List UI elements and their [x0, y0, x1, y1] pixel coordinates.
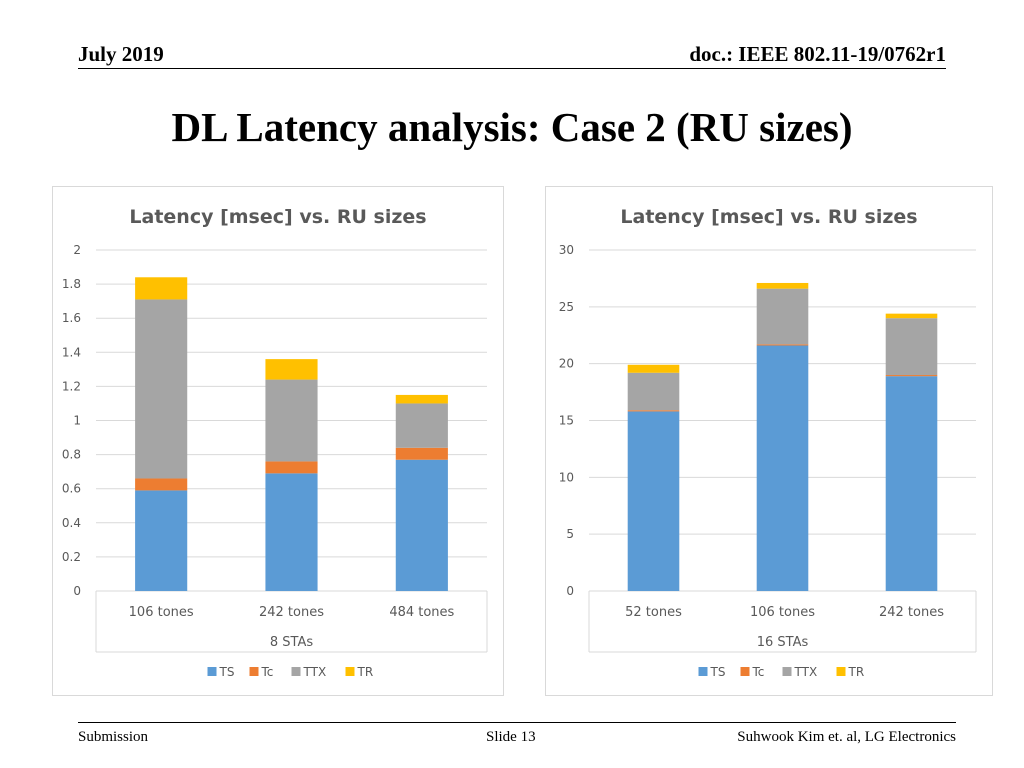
bar-segment-tc	[756, 344, 809, 346]
legend-label-tc: Tc	[752, 665, 765, 679]
y-tick-label: 20	[559, 357, 574, 371]
bar-segment-ts	[627, 411, 680, 591]
chart-16-stas: Latency [msec] vs. RU sizes 0 5 10 15 20 25 30 5…	[545, 186, 993, 696]
bar-segment-tc	[627, 410, 680, 412]
y-tick-label: 1	[73, 414, 81, 428]
legend-label-tr: TR	[848, 665, 865, 679]
legend-swatch-tr	[345, 667, 355, 676]
legend-swatch-ts	[698, 667, 708, 676]
bar-segment-tr	[135, 277, 188, 300]
legend-swatch-ttx	[782, 667, 792, 676]
legend-swatch-ttx	[291, 667, 301, 676]
bar-segment-tr	[756, 282, 809, 289]
y-tick-label: 1.4	[62, 345, 81, 359]
x-category-label: 106 tones	[750, 605, 815, 620]
bar-segment-ts	[135, 490, 188, 591]
bar-segment-tc	[265, 461, 318, 474]
chart-8-stas-svg: Latency [msec] vs. RU sizes 0 0.2 0.4 0.6 0.8…	[62, 206, 488, 679]
header-divider	[78, 68, 946, 69]
y-tick-label: 0	[566, 584, 574, 598]
bar-segment-ttx	[627, 372, 680, 411]
bar-segment-ttx	[395, 403, 448, 448]
x-category-label: 52 tones	[625, 605, 682, 620]
x-category-label: 242 tones	[259, 605, 324, 620]
y-tick-label: 1.2	[62, 379, 81, 393]
bar-segment-ttx	[756, 288, 809, 345]
y-tick-label: 0.6	[62, 482, 81, 496]
footer-divider	[78, 722, 956, 723]
y-tick-label: 30	[559, 243, 574, 257]
bar-segment-ts	[265, 473, 318, 591]
chart-16-stas-svg: Latency [msec] vs. RU sizes 0 5 10 15 20 25 30 5…	[559, 206, 977, 679]
footer-slide-number: Slide 13	[486, 729, 536, 745]
x-category-label: 484 tones	[389, 605, 454, 620]
x-axis-group-label: 16 STAs	[757, 635, 809, 650]
slide-title: DL Latency analysis: Case 2 (RU sizes)	[171, 104, 853, 150]
bar-segment-ts	[395, 459, 448, 591]
bar-segment-tr	[265, 359, 318, 380]
legend-swatch-tc	[740, 667, 750, 676]
bar-segment-ts	[885, 376, 938, 591]
legend-swatch-tc	[249, 667, 259, 676]
legend-label-ttx: TTX	[794, 665, 818, 679]
footer-authors: Suhwook Kim et. al, LG Electronics	[737, 729, 956, 745]
legend-label-ttx: TTX	[303, 665, 327, 679]
bar-segment-tc	[135, 478, 188, 491]
chart-8-stas: Latency [msec] vs. RU sizes 0 0.2 0.4 0.6 0.8…	[52, 186, 504, 696]
legend-label-ts: TS	[219, 665, 235, 679]
y-tick-label: 0.8	[62, 448, 81, 462]
chart-title: Latency [msec] vs. RU sizes	[129, 206, 426, 228]
y-tick-label: 0	[73, 584, 81, 598]
y-tick-label: 2	[73, 243, 81, 257]
bar-segment-ts	[756, 345, 809, 591]
header-date: July 2019	[78, 42, 164, 66]
y-tick-label: 25	[559, 300, 574, 314]
y-tick-label: 0.4	[62, 516, 81, 530]
footer-submission: Submission	[78, 729, 149, 745]
bar-segment-tc	[885, 375, 938, 377]
bar-segment-ttx	[885, 318, 938, 376]
chart-title: Latency [msec] vs. RU sizes	[620, 206, 917, 228]
bar-segment-ttx	[265, 379, 318, 462]
y-tick-label: 0.2	[62, 550, 81, 564]
x-axis-group-label: 8 STAs	[270, 635, 313, 650]
bar-segment-tc	[395, 447, 448, 460]
y-tick-label: 1.6	[62, 311, 81, 325]
x-category-label: 242 tones	[879, 605, 944, 620]
y-tick-label: 10	[559, 470, 574, 484]
y-tick-label: 5	[566, 527, 574, 541]
bar-segment-tr	[395, 394, 448, 404]
x-category-label: 106 tones	[129, 605, 194, 620]
legend-swatch-tr	[836, 667, 846, 676]
header-doc-number: doc.: IEEE 802.11-19/0762r1	[689, 42, 946, 66]
y-tick-label: 15	[559, 414, 574, 428]
legend-label-tr: TR	[357, 665, 374, 679]
bar-segment-tr	[627, 364, 680, 373]
bar-segment-tr	[885, 313, 938, 319]
bar-segment-ttx	[135, 299, 188, 479]
legend-swatch-ts	[207, 667, 217, 676]
y-tick-label: 1.8	[62, 277, 81, 291]
legend-label-ts: TS	[710, 665, 726, 679]
legend-label-tc: Tc	[261, 665, 274, 679]
